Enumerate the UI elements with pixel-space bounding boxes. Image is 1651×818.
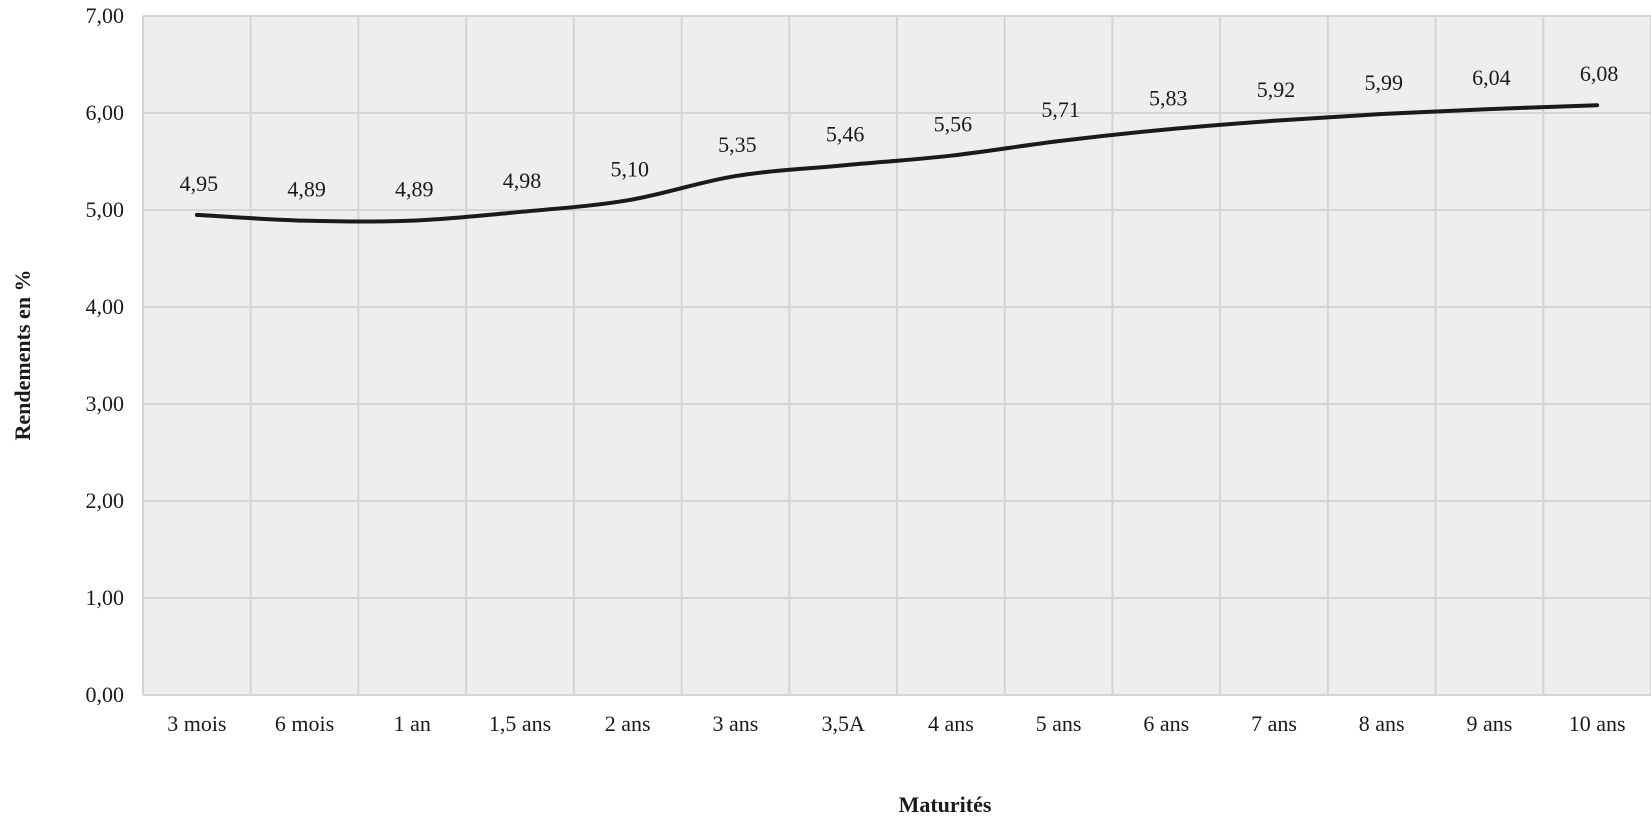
y-axis-title: Rendements en %: [10, 269, 35, 440]
data-label: 5,56: [934, 112, 973, 137]
data-label: 4,98: [503, 168, 542, 193]
x-tick-label: 5 ans: [1036, 711, 1082, 736]
yield-curve-line: [194, 103, 1600, 224]
x-tick-label: 3 ans: [713, 711, 759, 736]
x-tick-label: 6 mois: [275, 711, 334, 736]
y-tick-label: 0,00: [86, 682, 125, 707]
x-tick-label: 8 ans: [1359, 711, 1405, 736]
x-tick-label: 1,5 ans: [489, 711, 551, 736]
data-label: 5,10: [610, 156, 649, 181]
x-tick-label: 6 ans: [1143, 711, 1189, 736]
data-label: 5,35: [718, 132, 757, 157]
x-tick-label: 7 ans: [1251, 711, 1297, 736]
y-axis-ticks: 0,00 1,00 2,00 3,00 4,00 5,00 6,00 7,00: [86, 3, 125, 707]
x-tick-label: 10 ans: [1569, 711, 1626, 736]
data-label: 4,89: [395, 177, 434, 202]
data-label: 6,04: [1472, 65, 1511, 90]
x-tick-label: 3 mois: [167, 711, 226, 736]
x-axis-title: Maturités: [899, 792, 992, 817]
x-tick-label: 1 an: [394, 711, 431, 736]
data-label: 6,08: [1580, 61, 1619, 86]
x-tick-label: 3,5A: [821, 711, 865, 736]
y-tick-label: 3,00: [86, 391, 125, 416]
data-label: 5,99: [1364, 70, 1403, 95]
y-tick-label: 5,00: [86, 197, 125, 222]
x-tick-label: 2 ans: [605, 711, 651, 736]
data-label: 4,95: [180, 171, 219, 196]
data-label: 5,92: [1257, 77, 1296, 102]
data-label: 5,46: [826, 121, 865, 146]
y-tick-label: 7,00: [86, 3, 125, 28]
data-label: 5,71: [1041, 97, 1080, 122]
x-tick-label: 4 ans: [928, 711, 974, 736]
gridlines: [142, 15, 1651, 696]
data-label: 4,89: [287, 177, 326, 202]
y-tick-label: 6,00: [86, 100, 125, 125]
y-tick-label: 2,00: [86, 488, 125, 513]
x-axis-ticks: 3 mois 6 mois 1 an 1,5 ans 2 ans 3 ans 3,5A 4 a…: [167, 711, 1625, 736]
x-tick-label: 9 ans: [1467, 711, 1513, 736]
y-tick-label: 4,00: [86, 294, 125, 319]
y-tick-label: 1,00: [86, 585, 125, 610]
data-label: 5,83: [1149, 85, 1188, 110]
data-labels: 4,95 4,89 4,89 4,98 5,10 5,35 5,46 5,56 5,71 5,83…: [180, 61, 1619, 201]
